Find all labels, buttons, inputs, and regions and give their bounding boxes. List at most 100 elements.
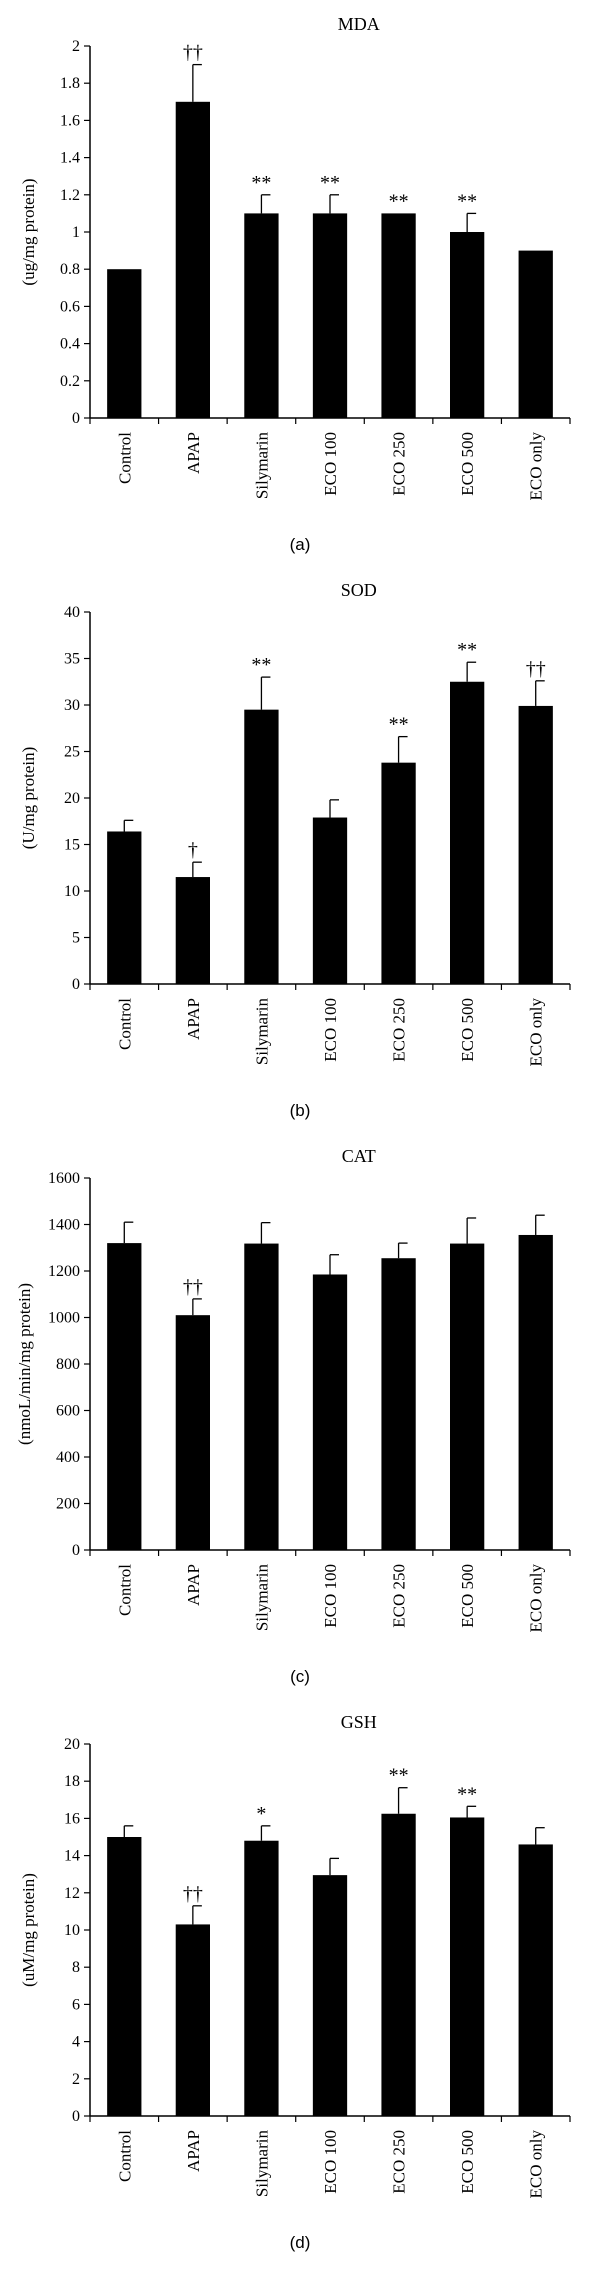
- bar: [518, 1844, 553, 2116]
- category-label: ECO 500: [458, 1564, 477, 1628]
- panel-caption: (c): [290, 1667, 310, 1686]
- category-label: ECO only: [527, 432, 546, 501]
- bar: [107, 269, 142, 418]
- y-tick-label: 35: [64, 651, 80, 668]
- bar: [244, 213, 279, 418]
- chart-svg: SOD (U/mg protein) 0 5 10 15 20 25 30 35 40 Control…: [19, 580, 571, 1120]
- bar: [450, 1817, 485, 2116]
- y-tick-label: 200: [56, 1496, 80, 1513]
- chart-panel-sod: SOD (U/mg protein) 0 5 10 15 20 25 30 35 40 Control…: [0, 566, 600, 1132]
- category-label: ECO 250: [390, 998, 409, 1062]
- category-label: Control: [115, 998, 134, 1050]
- bar: [175, 1924, 210, 2116]
- category-label: ECO 100: [321, 1564, 340, 1628]
- chart-title: CAT: [342, 1146, 376, 1166]
- bar: [381, 1813, 416, 2116]
- bar: [381, 213, 416, 418]
- bar: [518, 250, 553, 418]
- category-label: ECO only: [527, 1564, 546, 1633]
- significance-label: **: [389, 714, 409, 736]
- category-label: ECO 500: [458, 432, 477, 496]
- category-label: ECO 250: [390, 2130, 409, 2194]
- category-label: APAP: [184, 432, 203, 474]
- y-tick-label: 2: [72, 38, 80, 55]
- bar: [518, 1234, 553, 1550]
- category-label: APAP: [184, 1564, 203, 1606]
- category-label: ECO 100: [321, 998, 340, 1062]
- chart-panel-gsh: GSH (uM/mg protein) 0 2 4 6 8 10 12 14 16 18 20 Contr…: [0, 1698, 600, 2264]
- significance-label: **: [389, 190, 409, 212]
- y-tick-label: 1.8: [60, 75, 80, 92]
- y-tick-label: 1400: [48, 1217, 80, 1234]
- y-tick-label: 30: [64, 697, 80, 714]
- significance-label: **: [251, 654, 271, 676]
- category-label: APAP: [184, 998, 203, 1040]
- category-label: Silymarin: [252, 1564, 271, 1632]
- category-label: Control: [115, 432, 134, 484]
- category-label: ECO 500: [458, 2130, 477, 2194]
- y-tick-label: 800: [56, 1356, 80, 1373]
- bar: [107, 831, 142, 984]
- y-tick-label: 1200: [48, 1263, 80, 1280]
- significance-label: ††: [526, 658, 546, 680]
- y-tick-label: 20: [64, 1736, 80, 1753]
- category-label: Silymarin: [252, 2130, 271, 2198]
- y-tick-label: 40: [64, 604, 80, 621]
- category-label: Control: [115, 2130, 134, 2182]
- bar: [244, 1840, 279, 2116]
- bar: [107, 1837, 142, 2116]
- significance-label: **: [457, 639, 477, 661]
- y-tick-label: 0: [72, 1542, 80, 1559]
- bar: [244, 1243, 279, 1550]
- chart-panel-mda: MDA (ug/mg protein) 0 0.2 0.4 0.6 0.8 1 1.2 1.4 1.…: [0, 0, 600, 566]
- chart-title: GSH: [341, 1712, 377, 1732]
- y-tick-label: 10: [64, 883, 80, 900]
- y-tick-label: 2: [72, 2071, 80, 2088]
- bar: [450, 232, 485, 418]
- significance-label: ††: [183, 1883, 203, 1905]
- bar: [175, 101, 210, 419]
- chart-panel-cat: CAT (nmoL/min/mg protein) 0 200 400 600 800 100…: [0, 1132, 600, 1698]
- y-tick-label: 10: [64, 1922, 80, 1939]
- chart-svg: GSH (uM/mg protein) 0 2 4 6 8 10 12 14 16 18 20 Contr…: [19, 1712, 571, 2252]
- chart-title: SOD: [341, 580, 377, 600]
- category-label: ECO 250: [390, 432, 409, 496]
- y-tick-label: 14: [64, 1848, 80, 1865]
- y-tick-label: 0.2: [60, 373, 80, 390]
- significance-label: **: [389, 1765, 409, 1787]
- significance-label: **: [457, 190, 477, 212]
- y-tick-label: 1600: [48, 1170, 80, 1187]
- y-tick-label: 18: [64, 1773, 80, 1790]
- significance-label: ††: [183, 1276, 203, 1298]
- significance-label: **: [457, 1783, 477, 1805]
- y-tick-label: 15: [64, 837, 80, 854]
- bar: [312, 1274, 348, 1550]
- bar: [312, 213, 348, 418]
- panel-caption: (a): [290, 535, 311, 554]
- bar: [312, 1875, 348, 2116]
- category-label: ECO only: [527, 2130, 546, 2199]
- category-label: Control: [115, 1564, 134, 1616]
- chart-svg: CAT (nmoL/min/mg protein) 0 200 400 600 800 100…: [15, 1146, 571, 1686]
- y-tick-label: 8: [72, 1959, 80, 1976]
- category-label: Silymarin: [252, 432, 271, 500]
- y-axis-label: (ug/mg protein): [19, 178, 38, 285]
- y-axis-label: (U/mg protein): [19, 747, 38, 849]
- y-tick-label: 0.8: [60, 261, 80, 278]
- y-tick-label: 1.6: [60, 112, 80, 129]
- bar: [381, 1258, 416, 1550]
- bar: [381, 762, 416, 984]
- bar: [312, 817, 348, 984]
- significance-label: †: [188, 839, 198, 861]
- bar: [518, 705, 553, 984]
- significance-label: **: [320, 172, 340, 194]
- y-tick-label: 0.4: [60, 336, 80, 353]
- y-tick-label: 600: [56, 1403, 80, 1420]
- bar: [450, 681, 485, 984]
- y-tick-label: 1000: [48, 1310, 80, 1327]
- category-label: ECO only: [527, 998, 546, 1067]
- significance-label: *: [256, 1803, 266, 1825]
- y-tick-label: 25: [64, 744, 80, 761]
- bar: [244, 709, 279, 984]
- y-axis-label: (nmoL/min/mg protein): [15, 1283, 34, 1445]
